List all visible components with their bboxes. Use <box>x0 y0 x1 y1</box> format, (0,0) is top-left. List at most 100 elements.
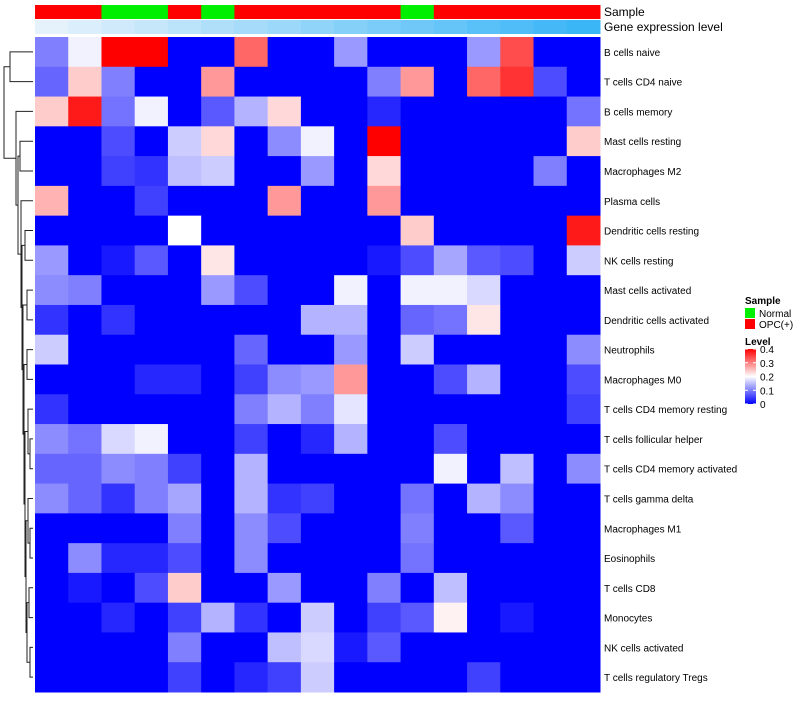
row-label: T cells CD4 naive <box>604 78 683 89</box>
heatmap-cell <box>201 572 235 604</box>
heatmap-cell <box>334 215 368 246</box>
heatmap-cell <box>267 126 302 157</box>
heatmap-cell <box>400 37 435 68</box>
heatmap-cell <box>35 275 69 306</box>
heatmap-cell <box>566 126 601 157</box>
heatmap-cell <box>500 602 535 633</box>
heatmap-cell <box>500 662 535 693</box>
heatmap-cell <box>533 304 568 336</box>
heatmap-cell <box>367 543 402 574</box>
heatmap-cell <box>167 215 202 246</box>
gene-expression-annotation-cell <box>201 20 235 34</box>
heatmap-cell <box>167 66 202 98</box>
heatmap-cell <box>533 334 568 365</box>
heatmap-cell <box>300 275 335 306</box>
heatmap-cell <box>500 543 535 574</box>
heatmap-cell <box>400 304 435 336</box>
heatmap-cell <box>234 453 269 485</box>
heatmap-cell <box>500 572 535 604</box>
heatmap-cell <box>101 602 136 633</box>
heatmap-cell <box>566 364 601 395</box>
heatmap-cell <box>467 632 501 663</box>
heatmap-cell <box>234 572 269 604</box>
row-label: T cells gamma delta <box>604 494 694 505</box>
level-tick-label: 0.2 <box>760 373 774 384</box>
heatmap-cell <box>234 66 269 98</box>
heatmap-cell <box>566 245 601 276</box>
heatmap-cell <box>68 215 102 246</box>
heatmap-cell <box>101 185 136 217</box>
heatmap-cell <box>566 66 601 98</box>
row-label: Macrophages M1 <box>604 524 682 535</box>
heatmap-cell <box>433 453 468 485</box>
heatmap-cell <box>234 215 269 246</box>
sample-annotation-cell <box>400 5 435 19</box>
heatmap-cell <box>35 602 69 633</box>
heatmap-cell <box>267 334 302 365</box>
heatmap-cell <box>566 453 601 485</box>
heatmap-cell <box>234 275 269 306</box>
heatmap-cell <box>433 543 468 574</box>
heatmap-cell <box>201 304 235 336</box>
heatmap-cell <box>500 275 535 306</box>
heatmap-cell <box>68 96 102 127</box>
heatmap-cell <box>367 185 402 217</box>
heatmap-cell <box>334 185 368 217</box>
heatmap-cell <box>68 453 102 485</box>
heatmap-cell <box>467 543 501 574</box>
heatmap-cell <box>134 513 169 544</box>
heatmap-cell <box>300 483 335 514</box>
sample-annotation-cell <box>367 5 402 19</box>
row-label: Mast cells resting <box>604 137 681 148</box>
heatmap-cell <box>101 513 136 544</box>
heatmap-cell <box>400 513 435 544</box>
heatmap-cell <box>267 37 302 68</box>
heatmap-cell <box>433 156 468 187</box>
heatmap-cell <box>433 394 468 425</box>
row-label: Plasma cells <box>604 197 660 208</box>
heatmap-cell <box>167 245 202 276</box>
sample-annotation-cell <box>533 5 568 19</box>
heatmap-cell <box>234 126 269 157</box>
heatmap-cell <box>267 394 302 425</box>
heatmap-cell <box>300 245 335 276</box>
heatmap-cell <box>566 156 601 187</box>
heatmap-cell <box>334 304 368 336</box>
row-label: T cells CD4 memory resting <box>604 405 727 416</box>
heatmap-cell <box>167 156 202 187</box>
heatmap-cell <box>400 632 435 663</box>
row-label: B cells memory <box>604 107 672 118</box>
gene-expression-annotation-cell <box>68 20 102 34</box>
heatmap-cell <box>334 96 368 127</box>
heatmap-cell <box>101 275 136 306</box>
heatmap-cell <box>68 662 102 693</box>
row-label: Dendritic cells resting <box>604 227 699 238</box>
heatmap-cell <box>500 364 535 395</box>
heatmap-cell <box>433 215 468 246</box>
heatmap-cell <box>400 394 435 425</box>
heatmap-cell <box>400 215 435 246</box>
heatmap-cell <box>201 215 235 246</box>
heatmap-cell <box>500 632 535 663</box>
heatmap-cell <box>134 334 169 365</box>
heatmap-cell <box>234 424 269 455</box>
heatmap-cell <box>267 245 302 276</box>
heatmap-cell <box>68 632 102 663</box>
heatmap-cell <box>566 513 601 544</box>
heatmap-cell <box>566 185 601 217</box>
heatmap-cell <box>68 334 102 365</box>
level-ticks: 0.4 0.3 0.2 0.1 0 <box>745 345 774 411</box>
heatmap-cell <box>467 572 501 604</box>
heatmap-cell <box>134 215 169 246</box>
heatmap-cell <box>566 632 601 663</box>
heatmap-cell <box>167 37 202 68</box>
heatmap-cell <box>134 304 169 336</box>
heatmap-cell <box>400 156 435 187</box>
heatmap-cell <box>467 602 501 633</box>
heatmap-cell <box>467 364 501 395</box>
heatmap-cell <box>201 602 235 633</box>
heatmap-cell <box>35 662 69 693</box>
gene-expression-annotation-cell <box>400 20 435 34</box>
legend-label-opc: OPC(+) <box>759 320 793 331</box>
level-legend-title: Level <box>745 337 771 348</box>
